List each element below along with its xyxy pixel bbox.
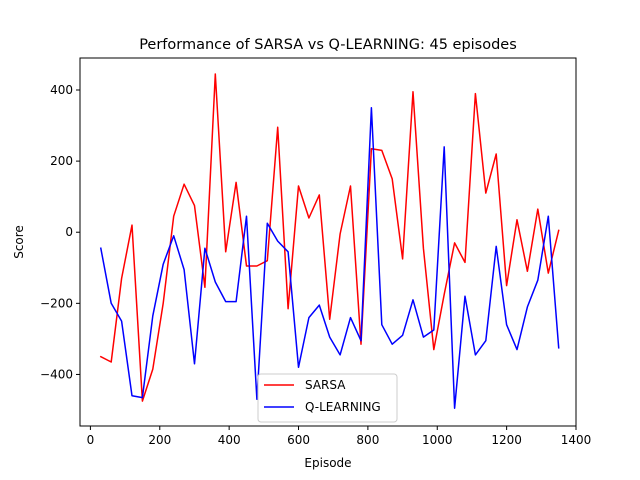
x-tick-label: 600 — [287, 433, 310, 447]
x-axis-label: Episode — [304, 456, 351, 470]
y-tick-label: 200 — [50, 154, 73, 168]
legend-box — [257, 373, 398, 423]
x-tick-label: 1000 — [422, 433, 453, 447]
y-tick-label: 400 — [50, 83, 73, 97]
y-tick-label: −200 — [40, 296, 73, 310]
chart-title: Performance of SARSA vs Q-LEARNING: 45 e… — [139, 37, 517, 53]
plot-area-frame — [79, 57, 577, 427]
legend-label-q-learning: Q-LEARNING — [305, 400, 381, 414]
series-line-sarsa — [99, 73, 560, 402]
x-tick-label: 800 — [356, 433, 379, 447]
series-layer — [99, 73, 560, 409]
y-tick-label: −400 — [40, 367, 73, 381]
x-tick-label: 1200 — [491, 433, 522, 447]
y-tick-label: 0 — [65, 225, 73, 239]
x-tick-label: 200 — [148, 433, 171, 447]
y-axis-label: Score — [12, 225, 26, 259]
x-tick-label: 0 — [87, 433, 95, 447]
axis-ticks: 0 200 400 600 800 1000 1200 1400 −400 −200 0 200 400 — [40, 83, 591, 447]
series-line-q-learning — [99, 107, 560, 409]
legend-label-sarsa: SARSA — [305, 378, 346, 392]
x-tick-label: 1400 — [561, 433, 592, 447]
legend: SARSA Q-LEARNING — [257, 373, 398, 423]
x-tick-label: 400 — [218, 433, 241, 447]
